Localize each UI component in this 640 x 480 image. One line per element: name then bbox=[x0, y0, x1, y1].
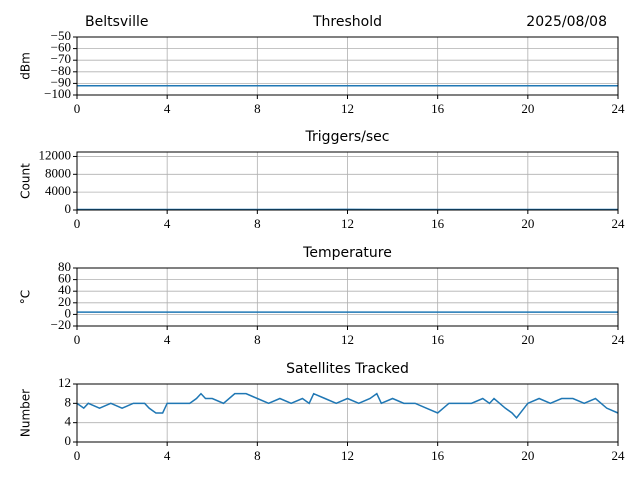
panel-title: Temperature bbox=[302, 245, 392, 261]
x-tick-label: 4 bbox=[164, 332, 171, 347]
x-tick-label: 20 bbox=[521, 448, 534, 463]
x-tick-label: 0 bbox=[74, 216, 81, 231]
x-tick-label: 4 bbox=[164, 448, 171, 463]
y-tick-label: −20 bbox=[51, 317, 71, 332]
y-tick-label: 80 bbox=[58, 259, 71, 274]
x-tick-label: 12 bbox=[341, 448, 354, 463]
x-tick-label: 20 bbox=[521, 332, 534, 347]
y-axis-label: Count bbox=[19, 163, 33, 199]
y-tick-label: 0 bbox=[65, 201, 72, 216]
y-tick-label: 20 bbox=[58, 294, 71, 309]
x-tick-label: 0 bbox=[74, 101, 81, 116]
y-tick-label: 0 bbox=[65, 433, 72, 448]
x-tick-label: 8 bbox=[254, 216, 261, 231]
x-tick-label: 16 bbox=[431, 448, 445, 463]
y-tick-label: 40 bbox=[58, 282, 71, 297]
axes-frame bbox=[76, 151, 619, 211]
y-tick-label: −100 bbox=[44, 86, 71, 101]
x-tick-label: 8 bbox=[254, 101, 261, 116]
axes-frame bbox=[76, 36, 619, 96]
axes-frame bbox=[76, 267, 619, 327]
y-axis-label: Number bbox=[19, 389, 33, 437]
location: Beltsville bbox=[85, 14, 148, 30]
y-tick-label: 4000 bbox=[45, 183, 71, 198]
x-tick-label: 8 bbox=[254, 332, 261, 347]
y-tick-label: −50 bbox=[51, 28, 71, 43]
y-tick-label: 0 bbox=[65, 305, 72, 320]
y-tick-label: 60 bbox=[58, 271, 71, 286]
y-tick-label: 12 bbox=[58, 375, 71, 390]
x-tick-label: 24 bbox=[612, 101, 626, 116]
x-tick-label: 16 bbox=[431, 216, 445, 231]
x-tick-label: 8 bbox=[254, 448, 261, 463]
x-tick-label: 20 bbox=[521, 101, 534, 116]
panel-title: Threshold bbox=[312, 14, 382, 30]
panel-title: Triggers/sec bbox=[305, 129, 390, 145]
y-tick-label: −90 bbox=[51, 74, 71, 89]
y-tick-label: −70 bbox=[51, 51, 71, 66]
x-tick-label: 24 bbox=[612, 332, 626, 347]
y-tick-label: −60 bbox=[51, 40, 71, 55]
x-tick-label: 16 bbox=[431, 101, 445, 116]
y-axis-label: dBm bbox=[19, 52, 33, 80]
x-tick-label: 12 bbox=[341, 216, 354, 231]
x-tick-label: 24 bbox=[612, 216, 626, 231]
panel-title: Satellites Tracked bbox=[286, 361, 409, 377]
data-line bbox=[76, 392, 619, 419]
y-tick-label: 12000 bbox=[39, 147, 72, 162]
date: 2025/08/08 bbox=[526, 14, 607, 30]
y-tick-label: 8000 bbox=[45, 165, 71, 180]
y-tick-label: −80 bbox=[51, 63, 71, 78]
axes-frame bbox=[76, 383, 619, 443]
x-tick-label: 24 bbox=[612, 448, 626, 463]
y-axis-label: °C bbox=[19, 290, 33, 304]
x-tick-label: 4 bbox=[164, 101, 171, 116]
x-tick-label: 0 bbox=[74, 448, 81, 463]
x-tick-label: 20 bbox=[521, 216, 534, 231]
y-tick-label: 4 bbox=[65, 414, 72, 429]
x-tick-label: 16 bbox=[431, 332, 445, 347]
y-tick-label: 8 bbox=[65, 394, 72, 409]
x-tick-label: 0 bbox=[74, 332, 81, 347]
x-tick-label: 4 bbox=[164, 216, 171, 231]
x-tick-label: 12 bbox=[341, 332, 354, 347]
x-tick-label: 12 bbox=[341, 101, 354, 116]
